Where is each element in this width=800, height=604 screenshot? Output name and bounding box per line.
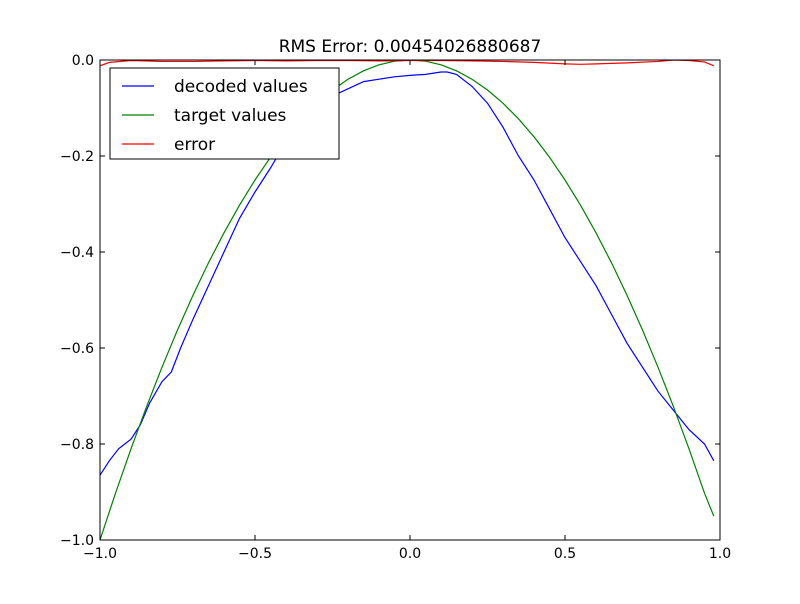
x-tick-label: 0.5 bbox=[554, 546, 576, 562]
y-tick-label: −0.6 bbox=[60, 341, 94, 357]
y-tick-label: −0.2 bbox=[60, 149, 94, 165]
y-tick-label: −1.0 bbox=[60, 533, 94, 549]
y-tick-label: −0.4 bbox=[60, 245, 94, 261]
x-tick-label: −1.0 bbox=[83, 546, 117, 562]
x-tick-label: 0.0 bbox=[399, 546, 421, 562]
y-tick-label: −0.8 bbox=[60, 437, 94, 453]
chart-title: RMS Error: 0.00454026880687 bbox=[279, 37, 542, 57]
legend-label: decoded values bbox=[174, 77, 308, 97]
x-tick-label: 1.0 bbox=[709, 546, 731, 562]
legend: decoded values target values error bbox=[109, 67, 340, 160]
y-tick-label: 0.0 bbox=[72, 53, 94, 69]
legend-label: target values bbox=[174, 106, 287, 126]
series-line-decoded-values bbox=[100, 71, 715, 476]
series-line-target-values bbox=[100, 60, 715, 540]
x-tick-label: −0.5 bbox=[238, 546, 272, 562]
series-line-error bbox=[100, 60, 715, 67]
legend-label: error bbox=[174, 135, 215, 155]
